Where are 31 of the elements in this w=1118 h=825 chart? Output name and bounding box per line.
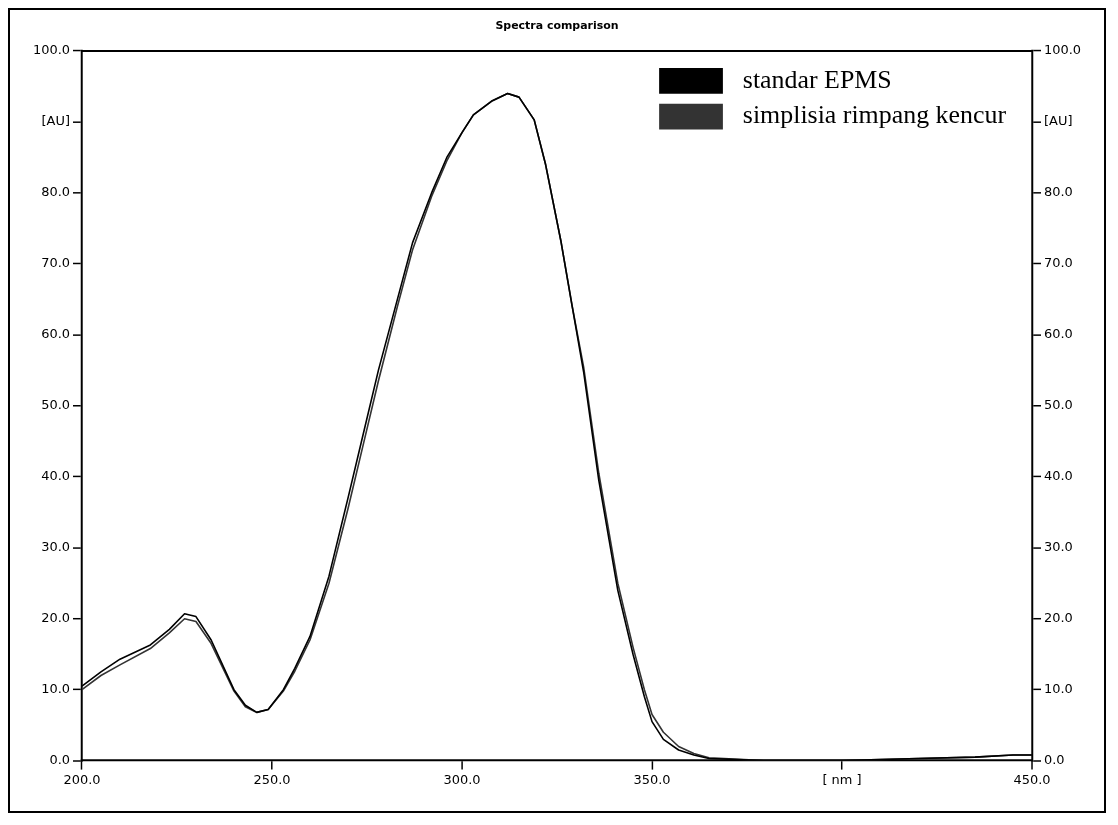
x-tick-label: 200.0 xyxy=(63,771,101,787)
y-tick-label: 10.0 xyxy=(41,681,70,697)
y2-tick-label: [AU] xyxy=(1044,113,1073,129)
x-tick-label: 250.0 xyxy=(253,771,291,787)
y-tick-label: 100.0 xyxy=(32,42,70,58)
x-tick-label: 450.0 xyxy=(1013,771,1051,787)
y2-tick-label: 30.0 xyxy=(1044,539,1073,555)
legend-label: simplisia rimpang kencur xyxy=(742,100,1007,130)
y-tick-label: 70.0 xyxy=(41,255,70,271)
y-tick-label: [AU] xyxy=(41,113,70,129)
y2-tick-label: 0.0 xyxy=(1044,752,1065,768)
x-tick-label: 350.0 xyxy=(633,771,671,787)
x-tick-label: [ nm ] xyxy=(822,771,862,787)
chart-title: Spectra comparison xyxy=(495,19,619,33)
y2-tick-label: 40.0 xyxy=(1044,468,1073,484)
y-tick-label: 0.0 xyxy=(49,752,70,768)
y-tick-label: 80.0 xyxy=(41,184,70,200)
y2-tick-label: 100.0 xyxy=(1044,42,1082,58)
y-tick-label: 40.0 xyxy=(41,468,70,484)
y2-tick-label: 70.0 xyxy=(1044,255,1073,271)
y2-tick-label: 80.0 xyxy=(1044,184,1073,200)
y2-tick-label: 60.0 xyxy=(1044,326,1073,342)
y-tick-label: 20.0 xyxy=(41,610,70,626)
y2-tick-label: 20.0 xyxy=(1044,610,1073,626)
x-tick-label: 300.0 xyxy=(443,771,481,787)
y-tick-label: 50.0 xyxy=(41,397,70,413)
y2-tick-label: 50.0 xyxy=(1044,397,1073,413)
legend-label: standar EPMS xyxy=(742,64,892,94)
y-tick-label: 30.0 xyxy=(41,539,70,555)
y-tick-label: 60.0 xyxy=(41,326,70,342)
y2-tick-label: 10.0 xyxy=(1044,681,1073,697)
